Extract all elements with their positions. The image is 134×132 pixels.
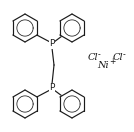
Text: +: +: [109, 58, 115, 67]
Text: -: -: [98, 51, 101, 60]
Text: Cl: Cl: [88, 53, 99, 62]
Text: P: P: [49, 39, 55, 48]
Text: P: P: [49, 84, 55, 93]
Text: Ni: Ni: [97, 60, 109, 70]
Text: -: -: [123, 51, 126, 60]
Text: Cl: Cl: [113, 53, 124, 62]
